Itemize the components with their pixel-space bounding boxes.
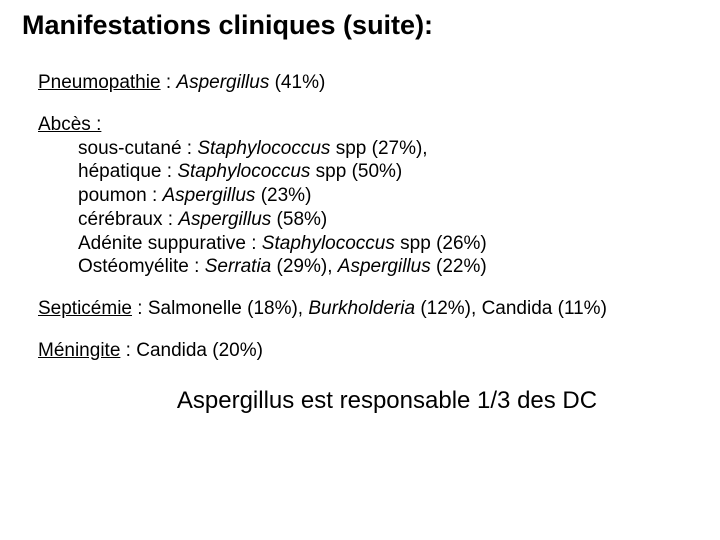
abces-pathogen: Staphylococcus	[262, 233, 395, 254]
meningite-label: Méningite	[38, 340, 120, 361]
abces-pathogen: Staphylococcus	[177, 161, 310, 182]
abces-list: sous-cutané : Staphylococcus spp (27%), …	[78, 137, 692, 280]
abces-label: Abcès :	[38, 114, 101, 135]
slide: Manifestations cliniques (suite): Pneumo…	[0, 0, 720, 540]
meningite-rest: : Candida (20%)	[120, 340, 263, 361]
text-colon: :	[166, 72, 177, 93]
abces-tail: (29%),	[271, 256, 338, 277]
abces-site: cérébraux :	[78, 209, 178, 230]
section-meningite: Méningite : Candida (20%)	[38, 339, 692, 363]
abces-pathogen: Aspergillus	[163, 185, 256, 206]
abces-tail: spp (50%)	[310, 161, 402, 182]
pneumopathie-pathogen: Aspergillus	[176, 72, 269, 93]
section-abces: Abcès : sous-cutané : Staphylococcus spp…	[38, 113, 692, 279]
abces-item: hépatique : Staphylococcus spp (50%)	[78, 160, 692, 184]
section-pneumopathie: Pneumopathie : Aspergillus (41%)	[38, 71, 692, 95]
slide-title: Manifestations cliniques (suite):	[22, 10, 692, 41]
septicemie-pathogen: Burkholderia	[308, 298, 415, 319]
abces-pathogen: Serratia	[205, 256, 272, 277]
septicemie-label: Septicémie	[38, 298, 132, 319]
abces-tail2: (22%)	[431, 256, 487, 277]
abces-pathogen: Aspergillus	[178, 209, 271, 230]
abces-tail: (58%)	[271, 209, 327, 230]
abces-item: cérébraux : Aspergillus (58%)	[78, 208, 692, 232]
septicemie-p2: (12%), Candida (11%)	[415, 298, 607, 319]
abces-tail: spp (27%),	[330, 138, 427, 159]
abces-site: Ostéomyélite :	[78, 256, 205, 277]
pneumopathie-label: Pneumopathie	[38, 72, 161, 93]
abces-tail: (23%)	[255, 185, 311, 206]
text-colon: :	[137, 298, 148, 319]
abces-site: Adénite suppurative :	[78, 233, 262, 254]
abces-item: sous-cutané : Staphylococcus spp (27%),	[78, 137, 692, 161]
conclusion: Aspergillus est responsable 1/3 des DC	[82, 387, 692, 415]
section-septicemie: Septicémie : Salmonelle (18%), Burkholde…	[38, 297, 692, 321]
abces-pathogen2: Aspergillus	[338, 256, 431, 277]
abces-pathogen: Staphylococcus	[197, 138, 330, 159]
septicemie-p1: Salmonelle (18%),	[148, 298, 309, 319]
abces-site: hépatique :	[78, 161, 177, 182]
abces-site: sous-cutané :	[78, 138, 197, 159]
abces-item: Ostéomyélite : Serratia (29%), Aspergill…	[78, 255, 692, 279]
abces-item: poumon : Aspergillus (23%)	[78, 184, 692, 208]
abces-site: poumon :	[78, 185, 163, 206]
abces-item: Adénite suppurative : Staphylococcus spp…	[78, 232, 692, 256]
pneumopathie-pct-val: (41%)	[275, 72, 326, 93]
abces-tail: spp (26%)	[395, 233, 487, 254]
